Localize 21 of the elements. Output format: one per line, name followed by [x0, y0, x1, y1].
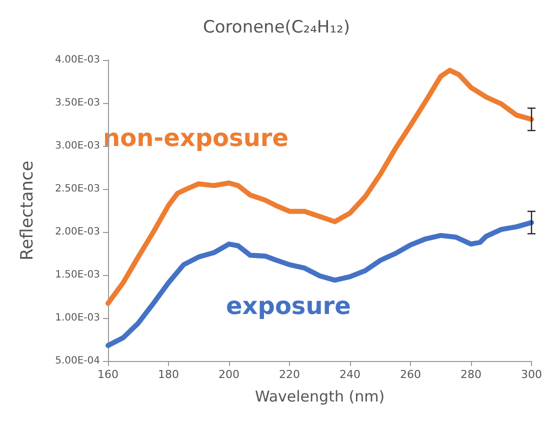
series-label: non-exposure: [103, 124, 289, 152]
x-tick-label: 300: [521, 368, 542, 381]
x-tick-label: 260: [400, 368, 421, 381]
y-tick-label: 1.50E-03: [55, 270, 100, 280]
y-tick-label: 5.00E-04: [55, 356, 100, 366]
series-label: exposure: [226, 292, 351, 320]
x-tick-label: 220: [279, 368, 300, 381]
y-tick-label: 2.00E-03: [55, 226, 100, 238]
y-tick-label: 3.50E-03: [55, 98, 100, 108]
y-tick-label: 3.00E-03: [55, 140, 100, 152]
y-tick-label: 2.50E-03: [55, 184, 100, 194]
x-tick-label: 200: [218, 368, 240, 381]
y-axis-title: Reflectance: [18, 160, 38, 260]
x-tick-label: 160: [98, 368, 118, 381]
x-axis-title: Wavelength (nm): [254, 388, 385, 406]
x-tick-label: 180: [158, 368, 179, 381]
y-tick-label: 1.00E-03: [55, 312, 100, 324]
x-tick-label: 240: [340, 368, 360, 381]
y-tick-label: 4.00E-03: [55, 54, 100, 66]
x-tick-label: 280: [460, 368, 482, 381]
chart-title: Coronene(C₂₄H₁₂): [203, 18, 350, 38]
